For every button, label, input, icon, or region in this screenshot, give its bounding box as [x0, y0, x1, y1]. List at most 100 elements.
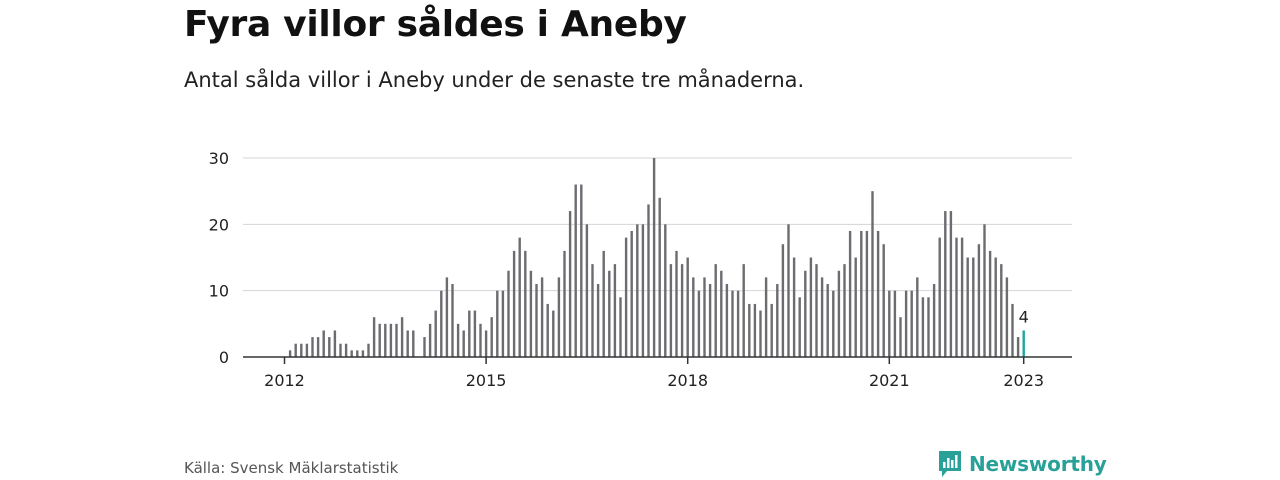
bar [748, 303, 751, 357]
bar [899, 317, 902, 357]
bar [972, 257, 975, 357]
bar [960, 237, 964, 357]
bar [675, 250, 678, 357]
bar [568, 211, 572, 357]
bar [333, 330, 337, 357]
bar [591, 264, 594, 357]
bar [714, 264, 717, 357]
bar [641, 224, 645, 357]
bar [815, 264, 818, 357]
bar [977, 244, 981, 357]
bar [876, 230, 880, 357]
bar [938, 237, 941, 357]
bar [837, 270, 841, 357]
bar [484, 330, 488, 357]
bar [680, 264, 684, 357]
bar [932, 284, 936, 357]
bar [994, 257, 997, 357]
bar [624, 237, 628, 357]
bar-chart: 0 10 20 30 4 2012 2015 2018 2021 2023 [209, 149, 1072, 390]
bar [725, 284, 729, 357]
bar [496, 290, 499, 357]
bar [781, 244, 785, 357]
bar [843, 264, 846, 357]
bar [1005, 277, 1009, 357]
bar [535, 284, 538, 357]
highlight-value-label: 4 [1019, 307, 1029, 326]
bar [490, 317, 493, 357]
chart-subtitle: Antal sålda villor i Aneby under de sena… [184, 68, 805, 92]
bar [804, 270, 807, 357]
bar [378, 323, 381, 357]
bar [927, 297, 930, 357]
bar [904, 290, 908, 357]
bar [731, 290, 734, 357]
x-tick-label: 2023 [1003, 371, 1044, 390]
bar [988, 250, 992, 357]
y-tick-label: 10 [209, 282, 229, 301]
bar [910, 290, 913, 357]
bar [860, 230, 863, 357]
bar [389, 323, 393, 357]
bar [344, 343, 348, 357]
bar [322, 330, 325, 357]
bar [792, 257, 796, 357]
bar [669, 264, 673, 357]
bar [400, 317, 404, 357]
bar [384, 323, 387, 357]
x-tick-label: 2012 [264, 371, 305, 390]
bar [350, 350, 353, 357]
bar [826, 284, 829, 357]
bar [949, 211, 953, 357]
bar [613, 264, 617, 357]
x-tick-label: 2015 [466, 371, 507, 390]
bar [356, 350, 359, 357]
bar [451, 284, 454, 357]
bar [456, 323, 460, 357]
bar [361, 350, 365, 357]
bar [294, 343, 297, 357]
bar [445, 277, 449, 357]
bar [316, 337, 320, 357]
bar [753, 303, 757, 357]
bar-series [288, 158, 1025, 357]
bar [1016, 337, 1020, 357]
bar [552, 310, 555, 357]
bar [759, 310, 762, 357]
bar [557, 277, 561, 357]
bar [1000, 264, 1003, 357]
bar [832, 290, 835, 357]
bar [406, 330, 409, 357]
bar [652, 158, 656, 357]
bar [501, 290, 505, 357]
bar [703, 277, 706, 357]
bar [462, 330, 465, 357]
bar [585, 224, 589, 357]
bar [658, 197, 661, 357]
bar [697, 290, 701, 357]
bar [524, 250, 527, 357]
bar [602, 250, 605, 357]
bar [288, 350, 292, 357]
bar [966, 257, 969, 357]
brand-logo: Newsworthy [937, 448, 1107, 480]
bar [563, 250, 566, 357]
bar [893, 290, 897, 357]
bar [339, 343, 342, 357]
bar [423, 337, 426, 357]
bar [944, 211, 947, 357]
bar [300, 343, 303, 357]
axes: 0 10 20 30 4 2012 2015 2018 2021 2023 [209, 149, 1072, 390]
bar [1011, 303, 1014, 357]
bar [328, 337, 331, 357]
grid-lines [243, 157, 1072, 292]
bar [692, 277, 695, 357]
bar [507, 270, 510, 357]
bar [440, 290, 443, 357]
bar [865, 230, 869, 357]
bar [540, 277, 544, 357]
bar [764, 277, 768, 357]
bar [888, 290, 891, 357]
bar [311, 337, 314, 357]
x-tick-label: 2021 [869, 371, 910, 390]
